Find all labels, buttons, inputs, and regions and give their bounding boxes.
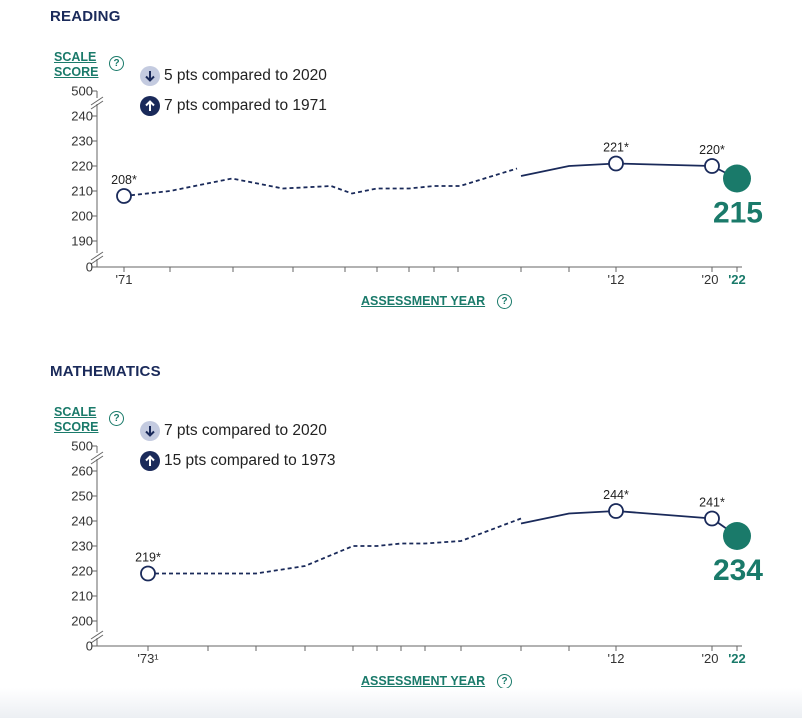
comparison-text: 5 pts compared to 2020 bbox=[164, 67, 327, 84]
axis-break-mark bbox=[90, 255, 104, 265]
mathematics-title: MATHEMATICS bbox=[50, 363, 161, 380]
axis-break-mark bbox=[90, 100, 104, 110]
x-tick-label: '12 bbox=[608, 651, 625, 666]
data-label: 244* bbox=[603, 488, 629, 502]
y-tick-label: 220 bbox=[71, 159, 93, 174]
arrow-up-icon bbox=[140, 451, 160, 471]
mathematics-comparison-1973: 15 pts compared to 1973 bbox=[140, 450, 335, 472]
x-tick-label: '22 bbox=[728, 651, 746, 666]
data-point bbox=[704, 158, 720, 174]
data-point bbox=[140, 565, 156, 582]
reading-plot: 0 190 200 210 220 230 240 500 '71 '12 '20 '22 208* 22… bbox=[71, 84, 763, 288]
scale-label-line2: SCORE bbox=[54, 65, 99, 79]
mathematics-plot: 0 200 210 220 230 240 250 260 500 '73¹ '12 '20 '22 21… bbox=[71, 439, 763, 667]
y-tick-label: 190 bbox=[71, 234, 93, 249]
y-tick-label: 250 bbox=[71, 489, 93, 504]
data-point bbox=[116, 188, 132, 204]
arrow-up-icon bbox=[140, 96, 160, 116]
dashed-series-line bbox=[123, 167, 518, 197]
data-label: 219* bbox=[135, 551, 161, 565]
x-tick-label: '22 bbox=[728, 272, 746, 287]
y-tick-label: 200 bbox=[71, 209, 93, 224]
reading-scale-score-link[interactable]: SCALE SCORE bbox=[54, 50, 102, 80]
question-circle-icon[interactable]: ? bbox=[497, 674, 512, 689]
y-tick-label: 260 bbox=[71, 464, 93, 479]
x-tick-label: '20 bbox=[702, 272, 719, 287]
axis-break-mark bbox=[90, 451, 104, 461]
scale-label-line1: SCALE bbox=[54, 405, 97, 419]
y-tick-label: 210 bbox=[71, 184, 93, 199]
reading-comparison-1971: 7 pts compared to 1971 bbox=[140, 95, 327, 117]
data-point bbox=[704, 510, 720, 527]
data-point bbox=[608, 503, 624, 519]
x-tick-label: '71 bbox=[116, 272, 133, 287]
y-tick-label: 230 bbox=[71, 539, 93, 554]
comparison-text: 7 pts compared to 2020 bbox=[164, 422, 327, 439]
question-circle-icon[interactable]: ? bbox=[497, 294, 512, 309]
reading-title: READING bbox=[50, 8, 121, 25]
mathematics-comparison-2020: 7 pts compared to 2020 bbox=[140, 420, 327, 442]
axis-break-mark bbox=[90, 96, 104, 106]
mathematics-chart: MATHEMATICS SCALE SCORE ? 7 pts compared… bbox=[0, 355, 802, 695]
dashed-series-line bbox=[148, 517, 522, 575]
comparison-text: 15 pts compared to 1973 bbox=[164, 452, 336, 469]
axis-break-mark bbox=[90, 634, 104, 644]
question-circle-icon[interactable]: ? bbox=[109, 56, 124, 71]
arrow-down-icon bbox=[140, 66, 160, 86]
data-label: 241* bbox=[699, 496, 725, 510]
axis-break-mark bbox=[90, 630, 104, 640]
data-label: 221* bbox=[603, 141, 629, 155]
scale-label-line2: SCORE bbox=[54, 420, 99, 434]
y-tick-label: 500 bbox=[71, 439, 93, 454]
y-tick-label: 0 bbox=[86, 639, 93, 654]
highlight-score: 215 bbox=[713, 197, 763, 230]
solid-series-line bbox=[520, 162, 713, 177]
scale-label-line1: SCALE bbox=[54, 50, 97, 64]
y-tick-label: 200 bbox=[71, 614, 93, 629]
highlight-point bbox=[723, 522, 751, 550]
arrow-down-icon bbox=[140, 421, 160, 441]
y-tick-label: 500 bbox=[71, 84, 93, 99]
page-footer-shade bbox=[0, 688, 802, 718]
comparison-text: 7 pts compared to 1971 bbox=[164, 97, 327, 114]
data-label: 208* bbox=[111, 173, 137, 187]
x-tick-label: '12 bbox=[608, 272, 625, 287]
y-tick-label: 240 bbox=[71, 109, 93, 124]
y-tick-label: 230 bbox=[71, 134, 93, 149]
question-circle-icon[interactable]: ? bbox=[109, 411, 124, 426]
x-tick-label: '73¹ bbox=[137, 651, 159, 666]
y-tick-label: 220 bbox=[71, 564, 93, 579]
highlight-point bbox=[723, 164, 751, 193]
reading-assessment-year-link[interactable]: ASSESSMENT YEAR bbox=[361, 294, 486, 308]
solid-series-line bbox=[520, 510, 713, 525]
data-label: 220* bbox=[699, 143, 725, 157]
axis-break-mark bbox=[90, 455, 104, 465]
reading-chart: READING SCALE SCORE ? 5 pts compared to … bbox=[0, 0, 802, 340]
x-tick-label: '20 bbox=[702, 651, 719, 666]
mathematics-scale-score-link[interactable]: SCALE SCORE bbox=[54, 405, 102, 435]
y-tick-label: 240 bbox=[71, 514, 93, 529]
axis-break-mark bbox=[90, 251, 104, 261]
mathematics-assessment-year-link[interactable]: ASSESSMENT YEAR bbox=[361, 674, 486, 688]
y-tick-label: 0 bbox=[86, 260, 93, 275]
reading-comparison-2020: 5 pts compared to 2020 bbox=[140, 65, 327, 87]
y-tick-label: 210 bbox=[71, 589, 93, 604]
data-point bbox=[608, 155, 624, 172]
highlight-score: 234 bbox=[713, 554, 763, 587]
